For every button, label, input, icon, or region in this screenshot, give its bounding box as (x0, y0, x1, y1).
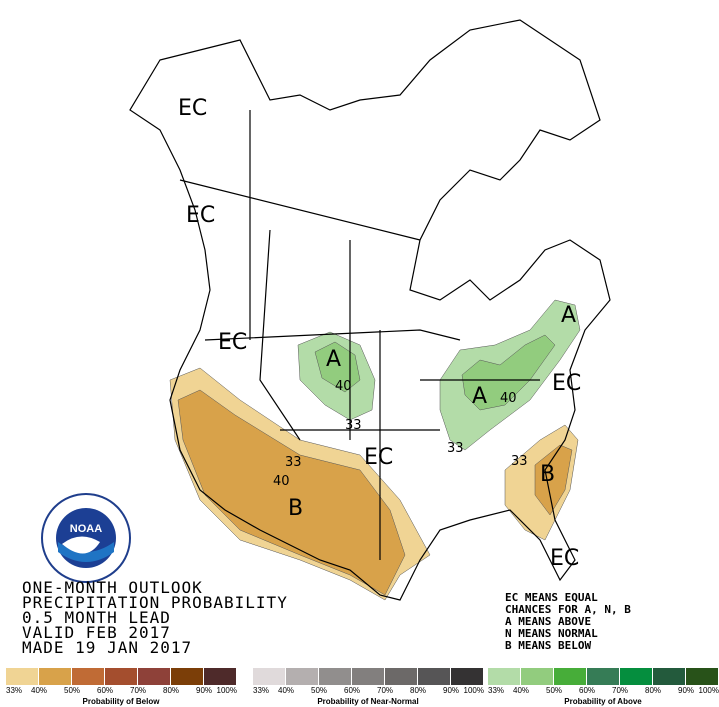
legend-swatch (171, 668, 204, 685)
legend-swatch (253, 668, 286, 685)
map-label: B (540, 462, 555, 487)
map-label: EC (552, 371, 581, 396)
legend-swatch (72, 668, 105, 685)
legend-tick: 90% (677, 686, 695, 695)
title-line: PRECIPITATION PROBABILITY (22, 593, 288, 612)
map-canvas: EC EC EC A 40 33 EC 33 40 B A 40 33 A EC… (129, 19, 611, 601)
legend-tick: 40% (30, 686, 48, 695)
legend-swatch (286, 668, 319, 685)
coastlines (129, 19, 611, 601)
key-line: EC MEANS EQUAL (505, 591, 598, 604)
legend-tick: 100% (463, 686, 484, 695)
legend-swatch (385, 668, 418, 685)
legend-tick: 40% (277, 686, 295, 695)
legend-tick: 33% (488, 686, 505, 695)
above-40-east (461, 334, 556, 411)
legend-tick: 90% (442, 686, 460, 695)
legend-swatch (521, 668, 554, 685)
title-line: VALID FEB 2017 (22, 623, 171, 642)
legend-swatch (352, 668, 385, 685)
legend-tick: 60% (343, 686, 361, 695)
legend-tick: 90% (195, 686, 213, 695)
above-legend-title: Probability of Above (564, 697, 642, 706)
legend-tick: 40% (512, 686, 530, 695)
legend-tick: 50% (310, 686, 328, 695)
legend-swatch (204, 668, 237, 685)
near-normal-legend-bar (253, 668, 484, 685)
legend-swatch (418, 668, 451, 685)
legend-tick: 50% (63, 686, 81, 695)
key-line: A MEANS ABOVE (505, 615, 592, 628)
legend-tick: 50% (545, 686, 563, 695)
above-40-plains (314, 341, 361, 393)
legend-swatch (39, 668, 72, 685)
legend-tick: 33% (253, 686, 270, 695)
below-legend-title: Probability of Below (82, 697, 160, 706)
title-line: ONE-MONTH OUTLOOK (22, 578, 203, 597)
map-label: 33 (345, 418, 362, 433)
legend-tick: 33% (6, 686, 23, 695)
legend-swatch (105, 668, 138, 685)
map-label: EC (186, 203, 215, 228)
legend-swatch (686, 668, 719, 685)
above-legend-bar (488, 668, 719, 685)
legend-swatch (554, 668, 587, 685)
legend-swatch (587, 668, 620, 685)
map-label: A (561, 303, 576, 328)
legend-tick: 80% (644, 686, 662, 695)
map-label: 33 (285, 455, 302, 470)
legend-swatch (451, 668, 484, 685)
legend-swatch (653, 668, 686, 685)
legend-tick: 100% (698, 686, 719, 695)
noaa-logo-text: NOAA (70, 523, 102, 535)
map-label: 40 (500, 391, 517, 406)
legend-swatch (319, 668, 352, 685)
key-line: N MEANS NORMAL (505, 627, 598, 640)
near-normal-legend-title: Probability of Near-Normal (317, 697, 419, 706)
below-40-southeast (534, 444, 573, 516)
below-40-southwest (177, 389, 406, 596)
title-line: 0.5 MONTH LEAD (22, 608, 171, 627)
map-label: 33 (447, 441, 464, 456)
legend-swatch (620, 668, 653, 685)
legend-tick: 80% (162, 686, 180, 695)
map-label: EC (550, 546, 579, 571)
legend-tick: 60% (578, 686, 596, 695)
map-label: EC (178, 96, 207, 121)
map-label: EC (218, 330, 247, 355)
noaa-logo: NOAA (41, 493, 131, 583)
map-label: 40 (335, 379, 352, 394)
legend-swatch (488, 668, 521, 685)
map-label: 40 (273, 474, 290, 489)
legend-tick: 80% (409, 686, 427, 695)
map-label: 33 (511, 454, 528, 469)
legend-swatch (138, 668, 171, 685)
title-line: MADE 19 JAN 2017 (22, 638, 193, 657)
map-label: EC (364, 445, 393, 470)
map-label: B (288, 496, 303, 521)
outlook-title: ONE-MONTH OUTLOOK PRECIPITATION PROBABILI… (22, 578, 288, 657)
map-label: A (326, 347, 341, 372)
legend-tick: 100% (216, 686, 237, 695)
legend-tick: 70% (376, 686, 394, 695)
map-labels: EC EC EC A 40 33 EC 33 40 B A 40 33 A EC… (178, 96, 581, 571)
key-line: CHANCES FOR A, N, B (505, 603, 631, 616)
legend-tick: 60% (96, 686, 114, 695)
legend-swatch (6, 668, 39, 685)
key-line: B MEANS BELOW (505, 639, 592, 652)
legend-tick: 70% (129, 686, 147, 695)
map-label: A (472, 384, 487, 409)
legend-tick: 70% (611, 686, 629, 695)
below-legend-bar (6, 668, 237, 685)
